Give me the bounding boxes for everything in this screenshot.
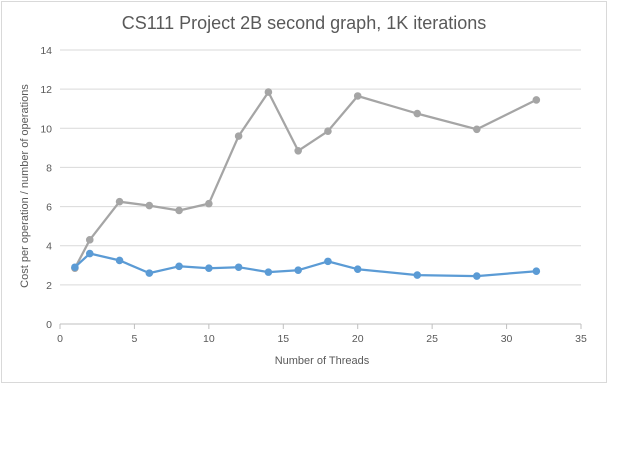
y-tick-label: 6: [46, 202, 52, 214]
x-axis-title: Number of Threads: [275, 355, 370, 367]
data-point: [413, 109, 422, 118]
data-point: [353, 92, 362, 100]
data-point: [234, 132, 243, 140]
x-tick-label: 5: [132, 333, 138, 345]
data-point: [115, 197, 124, 206]
data-point: [264, 268, 273, 276]
data-point: [532, 96, 541, 104]
y-tick-label: 14: [40, 45, 52, 57]
axes: 0 2 4 6 8 10 12 14 0 5 10 15 20 25 30 35: [40, 45, 587, 345]
y-tick-label: 8: [46, 162, 52, 174]
x-tick-label: 10: [203, 333, 215, 345]
data-point: [473, 125, 481, 134]
chart-area: [1, 1, 607, 383]
data-point: [175, 206, 183, 215]
x-tick-label: 20: [352, 333, 364, 345]
y-tick-label: 2: [46, 280, 52, 292]
y-tick-label: 10: [40, 123, 52, 135]
data-point: [473, 272, 481, 280]
data-point: [234, 263, 243, 272]
data-point: [175, 262, 183, 271]
y-tick-label: 4: [46, 241, 52, 253]
x-tick-label: 30: [501, 333, 513, 345]
data-point: [205, 264, 213, 273]
x-tick-label: 15: [277, 333, 289, 345]
y-axis-title: Cost per operation / number of operation…: [19, 84, 31, 288]
chart-title: CS111 Project 2B second graph, 1K iterat…: [122, 13, 487, 33]
data-point: [324, 127, 332, 136]
data-point: [264, 88, 273, 96]
data-point: [71, 263, 79, 272]
data-point: [145, 201, 154, 210]
series-0: [71, 88, 541, 273]
data-point: [294, 266, 302, 274]
series-line: [73, 90, 538, 270]
x-tick-label: 25: [426, 333, 438, 345]
data-point: [85, 236, 94, 244]
data-point: [145, 269, 154, 277]
series-1: [71, 249, 541, 280]
gridlines: [60, 49, 581, 286]
data-point: [324, 257, 332, 266]
plot-series: [71, 88, 541, 280]
x-tick-label: 35: [575, 333, 587, 345]
data-point: [294, 146, 302, 155]
data-point: [413, 271, 422, 279]
data-point: [353, 265, 362, 274]
y-tick-label: 12: [40, 84, 52, 96]
x-tick-label: 0: [57, 333, 63, 345]
data-point: [85, 249, 94, 258]
data-point: [205, 199, 213, 208]
y-tick-label: 0: [46, 319, 52, 331]
data-point: [532, 267, 541, 275]
series-line: [73, 252, 538, 278]
data-point: [115, 256, 124, 265]
